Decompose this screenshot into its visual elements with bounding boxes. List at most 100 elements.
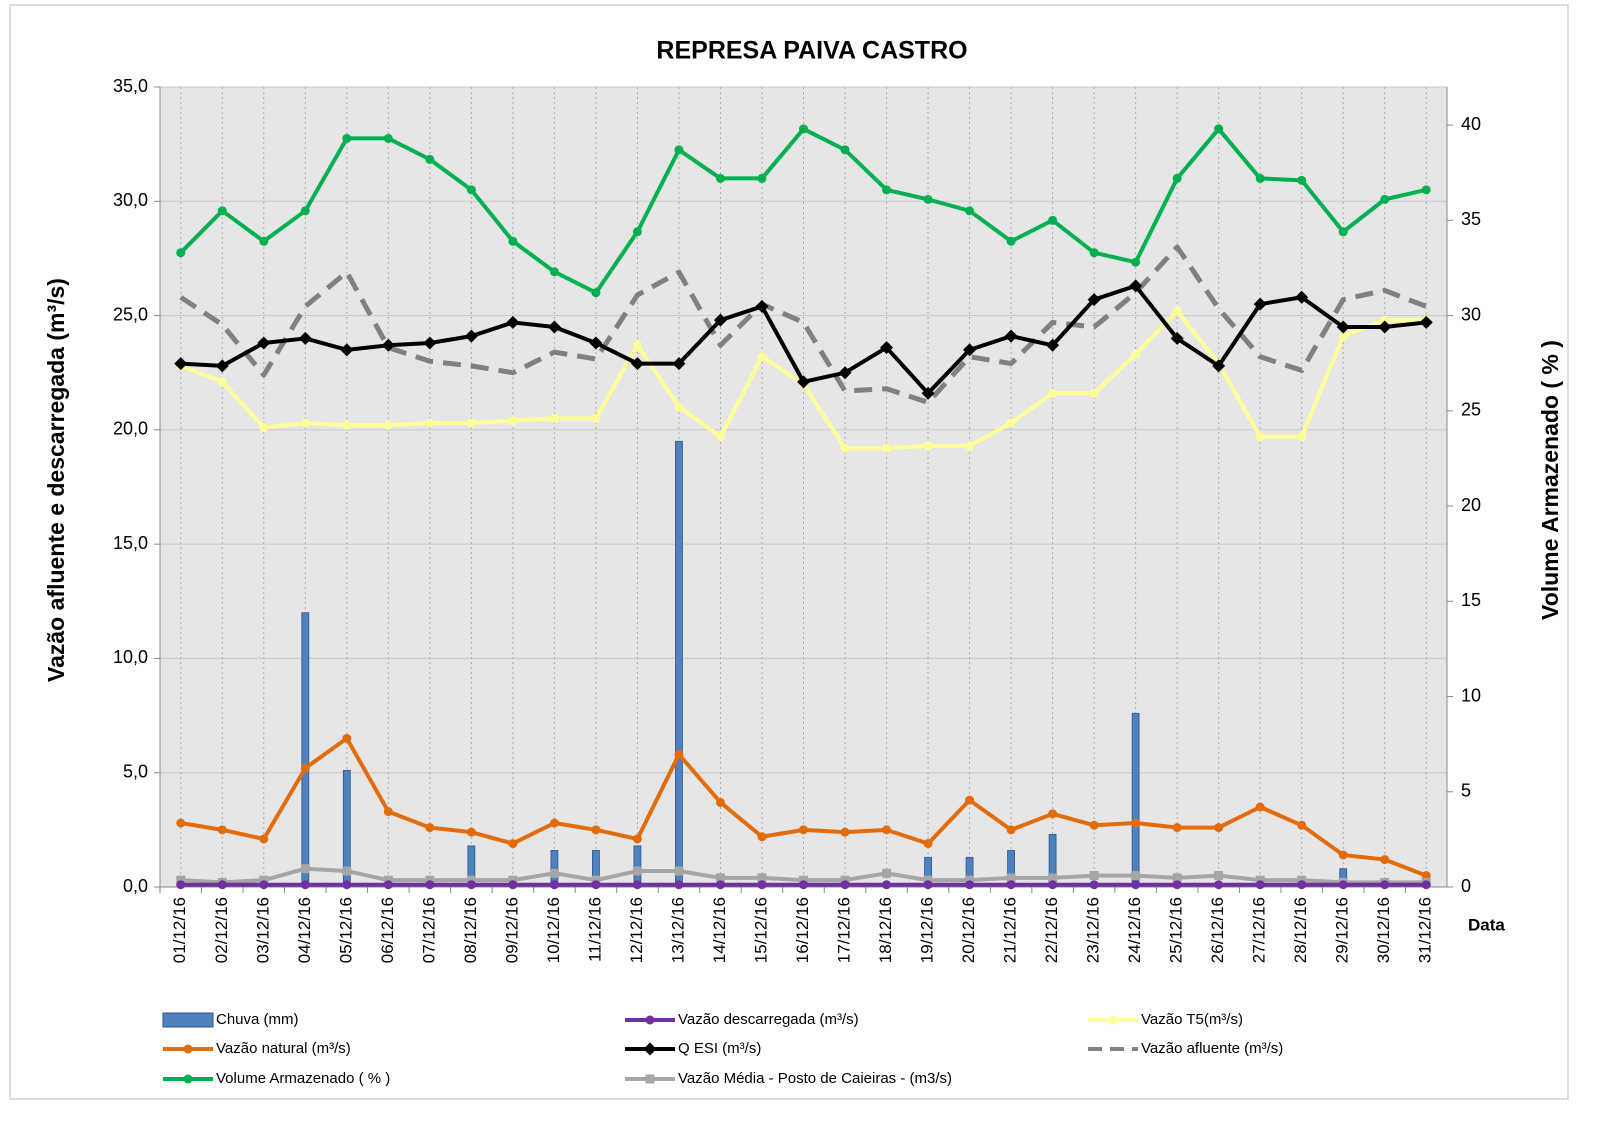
x-tick-label: 30/12/16 bbox=[1374, 897, 1393, 963]
point bbox=[1338, 331, 1348, 341]
x-tick-label: 08/12/16 bbox=[461, 897, 480, 963]
point bbox=[1255, 802, 1265, 812]
x-tick-label: 17/12/16 bbox=[835, 897, 854, 963]
point bbox=[1297, 875, 1307, 885]
point bbox=[1255, 875, 1265, 885]
point bbox=[882, 825, 892, 835]
point bbox=[425, 880, 435, 890]
legend-marker bbox=[183, 1074, 193, 1084]
point bbox=[259, 880, 269, 890]
point bbox=[632, 340, 642, 350]
point bbox=[549, 880, 559, 890]
point bbox=[342, 733, 352, 743]
point bbox=[1172, 306, 1182, 316]
point bbox=[340, 343, 354, 357]
x-tick-label: 07/12/16 bbox=[419, 897, 438, 963]
point bbox=[757, 173, 767, 183]
point bbox=[466, 827, 476, 837]
x-tick-label: 05/12/16 bbox=[336, 897, 355, 963]
point bbox=[591, 413, 601, 423]
point bbox=[466, 418, 476, 428]
y2-tick-label: 15 bbox=[1461, 590, 1481, 610]
point bbox=[1089, 880, 1099, 890]
point bbox=[1297, 175, 1307, 185]
y2-axis-label: Volume Armazenado ( % ) bbox=[1537, 340, 1563, 620]
legend-label: Vazão T5(m³/s) bbox=[1141, 1011, 1243, 1028]
point bbox=[672, 357, 686, 371]
point bbox=[1295, 290, 1309, 304]
point bbox=[466, 185, 476, 195]
y2-tick-label: 20 bbox=[1461, 495, 1481, 515]
x-tick-label: 03/12/16 bbox=[253, 897, 272, 963]
point bbox=[965, 875, 975, 885]
point bbox=[1380, 315, 1390, 325]
point bbox=[923, 875, 933, 885]
point bbox=[1089, 248, 1099, 258]
point bbox=[923, 194, 933, 204]
point bbox=[591, 288, 601, 298]
point bbox=[466, 875, 476, 885]
y2-tick-label: 35 bbox=[1461, 209, 1481, 229]
point bbox=[965, 206, 975, 216]
y-tick-label: 0,0 bbox=[123, 876, 148, 896]
point bbox=[1214, 880, 1224, 890]
point bbox=[797, 375, 810, 389]
point bbox=[1172, 823, 1182, 833]
legend-label: Vazão Média - Posto de Caieiras - (m3/s) bbox=[678, 1070, 952, 1087]
x-tick-label: 06/12/16 bbox=[378, 897, 397, 963]
x-tick-label: 09/12/16 bbox=[502, 897, 521, 963]
point bbox=[1255, 173, 1265, 183]
point bbox=[1297, 880, 1307, 890]
point bbox=[1172, 880, 1182, 890]
point bbox=[259, 423, 269, 433]
x-tick-label: 10/12/16 bbox=[544, 897, 563, 963]
point bbox=[1172, 173, 1182, 183]
y2-tick-label: 5 bbox=[1461, 781, 1471, 801]
x-tick-label: 16/12/16 bbox=[793, 897, 812, 963]
x-tick-label: 20/12/16 bbox=[959, 897, 978, 963]
point bbox=[1089, 871, 1099, 881]
x-tick-label: 25/12/16 bbox=[1167, 897, 1186, 963]
chart-title: REPRESA PAIVA CASTRO bbox=[656, 37, 967, 65]
point bbox=[923, 441, 933, 451]
point bbox=[715, 880, 725, 890]
x-tick-label: 02/12/16 bbox=[212, 897, 231, 963]
point bbox=[425, 823, 435, 833]
point bbox=[259, 875, 269, 885]
point bbox=[215, 359, 229, 373]
x-tick-label: 28/12/16 bbox=[1291, 897, 1310, 963]
point bbox=[300, 880, 310, 890]
point bbox=[882, 443, 892, 453]
point bbox=[799, 875, 808, 885]
y-tick-label: 5,0 bbox=[123, 761, 148, 781]
point bbox=[1421, 880, 1431, 890]
point bbox=[257, 336, 271, 350]
point bbox=[508, 839, 518, 849]
legend-swatch bbox=[162, 1012, 214, 1028]
y-tick-label: 25,0 bbox=[113, 304, 148, 324]
point bbox=[715, 797, 725, 807]
point bbox=[1131, 349, 1141, 359]
x-tick-label: 19/12/16 bbox=[918, 897, 937, 963]
point bbox=[423, 336, 437, 350]
point bbox=[508, 880, 518, 890]
point bbox=[921, 386, 935, 400]
point bbox=[630, 357, 644, 371]
point bbox=[217, 825, 227, 835]
point bbox=[425, 418, 435, 428]
point bbox=[1338, 227, 1348, 237]
point bbox=[506, 315, 520, 329]
point bbox=[799, 825, 808, 835]
point bbox=[1170, 331, 1184, 345]
x-tick-label: 18/12/16 bbox=[876, 897, 895, 963]
point bbox=[757, 352, 767, 362]
legend-marker bbox=[643, 1042, 657, 1056]
point bbox=[757, 880, 767, 890]
point bbox=[259, 236, 269, 246]
point bbox=[342, 133, 352, 143]
y2-tick-label: 0 bbox=[1461, 876, 1471, 896]
point bbox=[840, 880, 850, 890]
point bbox=[1006, 236, 1016, 246]
point bbox=[549, 818, 559, 828]
point bbox=[300, 418, 310, 428]
